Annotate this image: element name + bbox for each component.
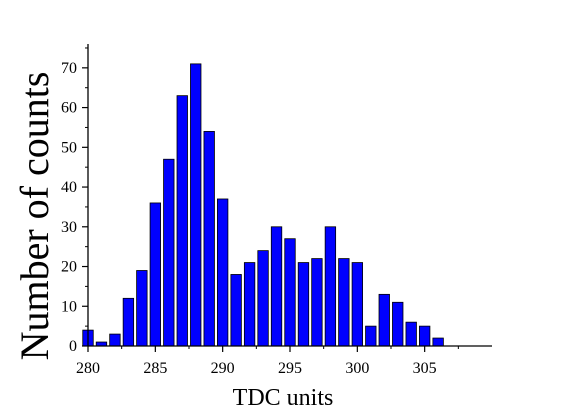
- histogram-bar: [392, 301, 404, 347]
- histogram-bar: [136, 270, 148, 347]
- y-tick-label: 60: [61, 100, 77, 117]
- histogram-bar: [257, 250, 269, 347]
- histogram-bar: [311, 258, 323, 347]
- x-tick-label: 290: [211, 360, 235, 377]
- x-tick-label: 285: [143, 360, 167, 377]
- x-tick-label: 295: [278, 360, 302, 377]
- histogram-bar: [284, 238, 296, 347]
- y-tick-label: 70: [61, 60, 77, 77]
- histogram-bar: [432, 337, 444, 347]
- histogram-bar: [203, 131, 215, 347]
- bars-layer: [82, 63, 444, 347]
- y-tick-label: 20: [61, 259, 77, 276]
- histogram-bar: [122, 297, 135, 347]
- ticks-layer: 280 285 290 295 300 305 0 10 20 30 40 50 60 70: [61, 47, 459, 377]
- y-tick-label: 40: [61, 179, 77, 196]
- histogram-bar: [270, 226, 283, 347]
- histogram-bar: [149, 202, 161, 347]
- histogram-bar: [365, 325, 377, 347]
- histogram-bar: [338, 258, 350, 347]
- histogram-bar: [297, 262, 310, 347]
- x-tick-label: 300: [345, 360, 369, 377]
- y-tick-label: 30: [61, 219, 77, 236]
- histogram-bar: [419, 325, 431, 347]
- x-tick-label: 305: [413, 360, 437, 377]
- y-tick-label: 10: [61, 298, 77, 315]
- x-axis-title: TDC units: [233, 385, 334, 410]
- histogram-bar: [230, 274, 242, 347]
- histogram-bar: [190, 63, 202, 347]
- histogram-bar: [176, 95, 188, 347]
- x-tick-label: 280: [76, 360, 100, 377]
- histogram-bar: [243, 262, 256, 347]
- y-tick-label: 0: [69, 338, 77, 355]
- y-axis-title: Number of counts: [12, 72, 57, 361]
- histogram-bar: [324, 226, 337, 347]
- histogram-bar: [109, 333, 121, 347]
- histogram-bar: [405, 321, 417, 347]
- histogram-bar: [351, 262, 363, 347]
- histogram-bar: [217, 198, 229, 347]
- y-tick-label: 50: [61, 139, 77, 156]
- histogram-bar: [163, 158, 175, 347]
- histogram-bar: [378, 293, 390, 347]
